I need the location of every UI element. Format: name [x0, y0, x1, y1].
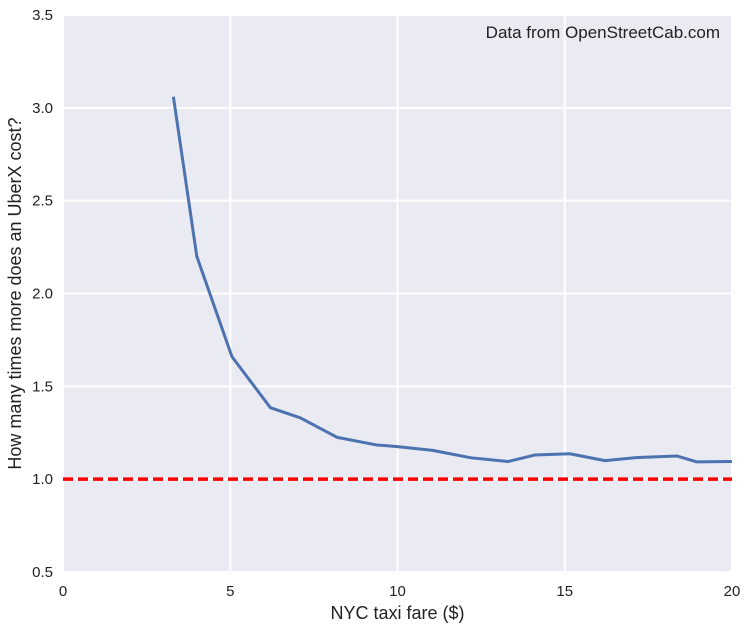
y-axis-label: How many times more does an UberX cost?	[5, 117, 25, 469]
y-tick-label: 3.5	[32, 7, 53, 24]
series-layer	[171, 96, 733, 464]
data-source-annotation: Data from OpenStreetCab.com	[486, 23, 720, 42]
y-tick-label: 2.5	[32, 193, 53, 210]
x-tick-labels: 0 5 10 15 20	[59, 583, 741, 600]
x-tick-label: 0	[59, 583, 67, 600]
y-tick-label: 2.0	[32, 286, 53, 303]
x-tick-label: 15	[556, 583, 573, 600]
y-tick-label: 1.5	[32, 378, 53, 395]
x-tick-label: 20	[724, 583, 741, 600]
x-tick-label: 5	[226, 583, 234, 600]
series-line	[171, 96, 733, 464]
grid-lines	[62, 14, 733, 573]
y-tick-label: 0.5	[32, 564, 53, 581]
y-tick-label: 1.0	[32, 471, 53, 488]
y-tick-labels: 0.5 1.0 1.5 2.0 2.5 3.0 3.5	[32, 7, 53, 581]
y-tick-label: 3.0	[32, 100, 53, 117]
x-tick-label: 10	[389, 583, 406, 600]
x-axis-label: NYC taxi fare ($)	[330, 603, 464, 623]
